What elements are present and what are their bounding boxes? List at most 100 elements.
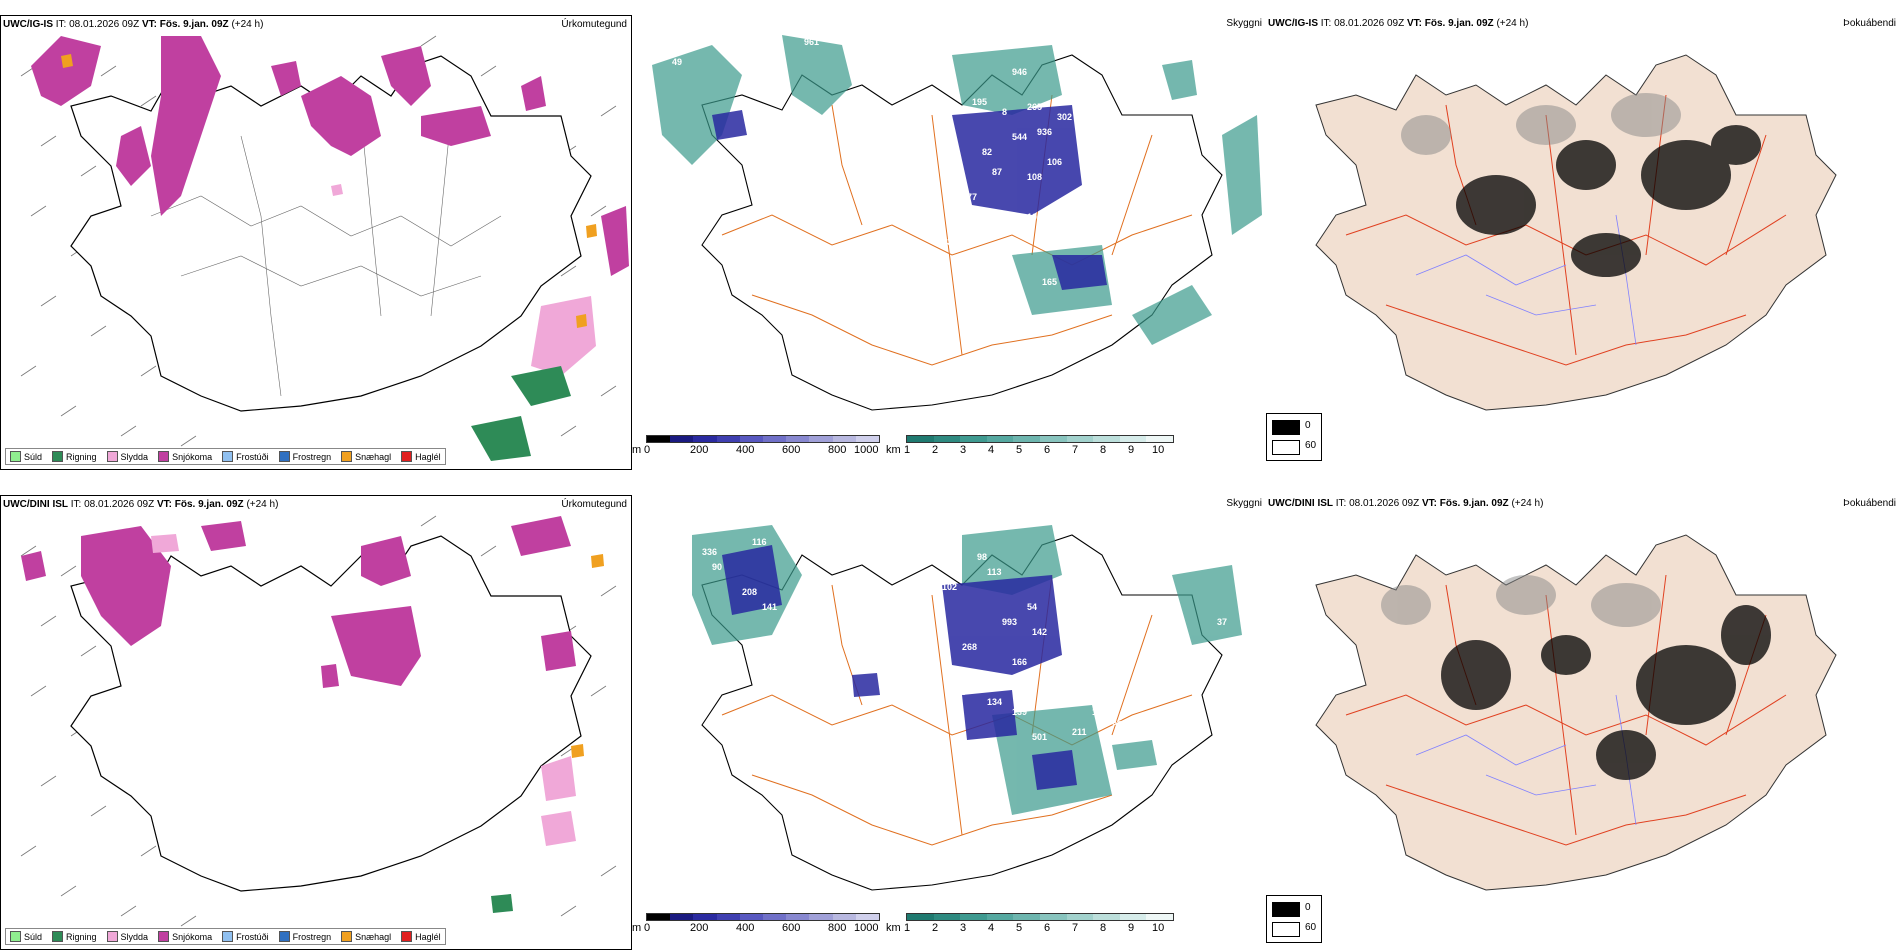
vt-label: VT: — [141, 19, 157, 30]
cloud-label: 87 — [992, 167, 1002, 177]
legend-swatch — [158, 451, 170, 462]
legend-item: Slydda — [106, 451, 148, 462]
cloudbase-colorbar: m 0 200 400 600 800 1000 — [632, 435, 882, 456]
cloudbase-tick: 200 — [690, 922, 709, 934]
cloud-label: 8 — [1002, 107, 1007, 117]
cloud-label: 208 — [742, 587, 757, 597]
visibility-tick: 6 — [1044, 444, 1051, 456]
cloudbase-bar — [646, 913, 880, 921]
vt-value: Fös. 9.jan. 09Z — [174, 499, 244, 510]
cloud-label: 106 — [1027, 212, 1042, 222]
visibility-tick: 9 — [1128, 444, 1135, 456]
legend-label: Rigning — [66, 931, 97, 942]
legend-swatch — [401, 931, 413, 942]
fog-panel-row2: UWC/DINI ISL IT: 08.01.2026 09Z VT: Fös.… — [1266, 495, 1900, 950]
fog-label-low: 60 — [1305, 440, 1317, 451]
fog-map — [1315, 54, 1837, 411]
legend-label: Slydda — [120, 931, 149, 942]
legend-item: Snæhagl — [341, 451, 391, 462]
fog-legend: 0 60 — [1266, 413, 1322, 461]
cloud-label: 544 — [1012, 132, 1027, 142]
legend-swatch — [341, 451, 353, 462]
visibility-bar — [906, 913, 1174, 921]
cloud-map: 49 961 33 259 19 24 946 195 8 265 240 30… — [652, 35, 1262, 411]
model-name: UWC/DINI ISL — [1268, 498, 1333, 509]
visibility-tick: 2 — [932, 444, 939, 456]
visibility-tick: 7 — [1072, 922, 1079, 934]
legend-item: Frostregn — [278, 451, 332, 462]
model-name: UWC/IG-IS — [3, 19, 53, 30]
cloud-label: 142 — [1032, 627, 1047, 637]
legend-label: Súld — [24, 451, 43, 462]
cloud-label: 165 — [1042, 277, 1057, 287]
visibility-tick: 2 — [932, 922, 939, 934]
cloud-label: 77 — [967, 192, 977, 202]
legend-label: Súld — [24, 931, 43, 942]
model-name: UWC/DINI ISL — [3, 499, 68, 510]
fog-panel-row1: UWC/IG-IS IT: 08.01.2026 09Z VT: Fös. 9.… — [1266, 15, 1900, 470]
visibility-tick: 8 — [1100, 922, 1107, 934]
legend-swatch — [106, 451, 118, 462]
cloud-label: 336 — [702, 547, 717, 557]
it-label: IT: — [1320, 18, 1332, 29]
fog-swatch-high — [1272, 902, 1300, 917]
cloudbase-unit: m — [632, 922, 642, 934]
visibility-colorbar: km 1 2 3 4 5 6 7 8 9 10 — [886, 435, 1186, 456]
legend-label: Rigning — [66, 451, 97, 462]
cloudbase-tick: 1000 — [854, 444, 879, 456]
legend-item: Frostregn — [278, 931, 331, 942]
cloud-label: 82 — [982, 147, 992, 157]
vt-value: Fös. 9.jan. 09Z — [1439, 498, 1509, 509]
panel-title: Úrkomutegund — [561, 19, 627, 30]
vt-value: Fös. 9.jan. 09Z — [1424, 18, 1494, 29]
cloud-label: 166 — [1012, 657, 1027, 667]
precip-legend: Súld Rigning Slydda Snjókoma Frostúði Fr… — [5, 928, 446, 945]
cloud-label: 211 — [1072, 727, 1087, 737]
it-value: 08.01.2026 09Z — [69, 19, 140, 30]
cloud-label: 127 — [1072, 662, 1087, 672]
legend-item: Snjókoma — [158, 931, 212, 942]
panel-title: Þokuábendi — [1843, 18, 1896, 29]
cloud-label: 259 — [782, 147, 797, 157]
cloudbase-unit: m — [632, 444, 642, 456]
cloud-label: 173 — [1212, 112, 1227, 122]
visibility-bar — [906, 435, 1174, 443]
fog-legend: 0 60 — [1266, 895, 1322, 943]
legend-label: Snæhagl — [355, 451, 392, 462]
cloudbase-bar — [646, 435, 880, 443]
legend-swatch — [10, 451, 21, 462]
cloudbase-tick: 0 — [644, 444, 651, 456]
cloud-panel-row1: Skyggni 49 961 33 259 19 24 946 — [632, 15, 1322, 470]
cloud-label: 136 — [942, 237, 957, 247]
cloud-label: 98 — [977, 552, 987, 562]
legend-swatch — [278, 931, 290, 942]
vt-label: VT: — [1406, 18, 1422, 29]
panel-header: UWC/IG-IS IT: 08.01.2026 09Z VT: Fös. 9.… — [3, 19, 263, 30]
legend-swatch — [222, 931, 234, 942]
panel-title: Úrkomutegund — [561, 499, 627, 510]
it-value: 08.01.2026 09Z — [1349, 498, 1420, 509]
legend-item: Súld — [10, 451, 42, 462]
cloud-label: 90 — [712, 562, 722, 572]
legend-label: Snæhagl — [355, 931, 392, 942]
visibility-tick: 9 — [1128, 922, 1135, 934]
vt-value: Fös. 9.jan. 09Z — [159, 19, 229, 30]
legend-label: Frostregn — [292, 451, 332, 462]
legend-item: Snjókoma — [158, 451, 212, 462]
visibility-unit: km — [886, 922, 901, 934]
cloud-label: 766 — [1052, 522, 1067, 532]
cloud-label: 77 — [1042, 677, 1052, 687]
visibility-tick: 10 — [1152, 444, 1165, 456]
cloud-label: 130 — [1197, 667, 1212, 677]
cloud-label: 24 — [772, 202, 782, 212]
cloud-label: 49 — [672, 57, 682, 67]
legend-swatch — [52, 931, 64, 942]
cloud-label: 19 — [792, 177, 802, 187]
cloud-label: 268 — [962, 642, 977, 652]
legend-label: Frostúði — [236, 931, 269, 942]
cloud-label: 132 — [1077, 192, 1092, 202]
cloud-label: 961 — [804, 37, 819, 47]
cloud-label: 195 — [972, 97, 987, 107]
visibility-tick: 6 — [1044, 922, 1051, 934]
legend-label: Snjókoma — [172, 451, 213, 462]
